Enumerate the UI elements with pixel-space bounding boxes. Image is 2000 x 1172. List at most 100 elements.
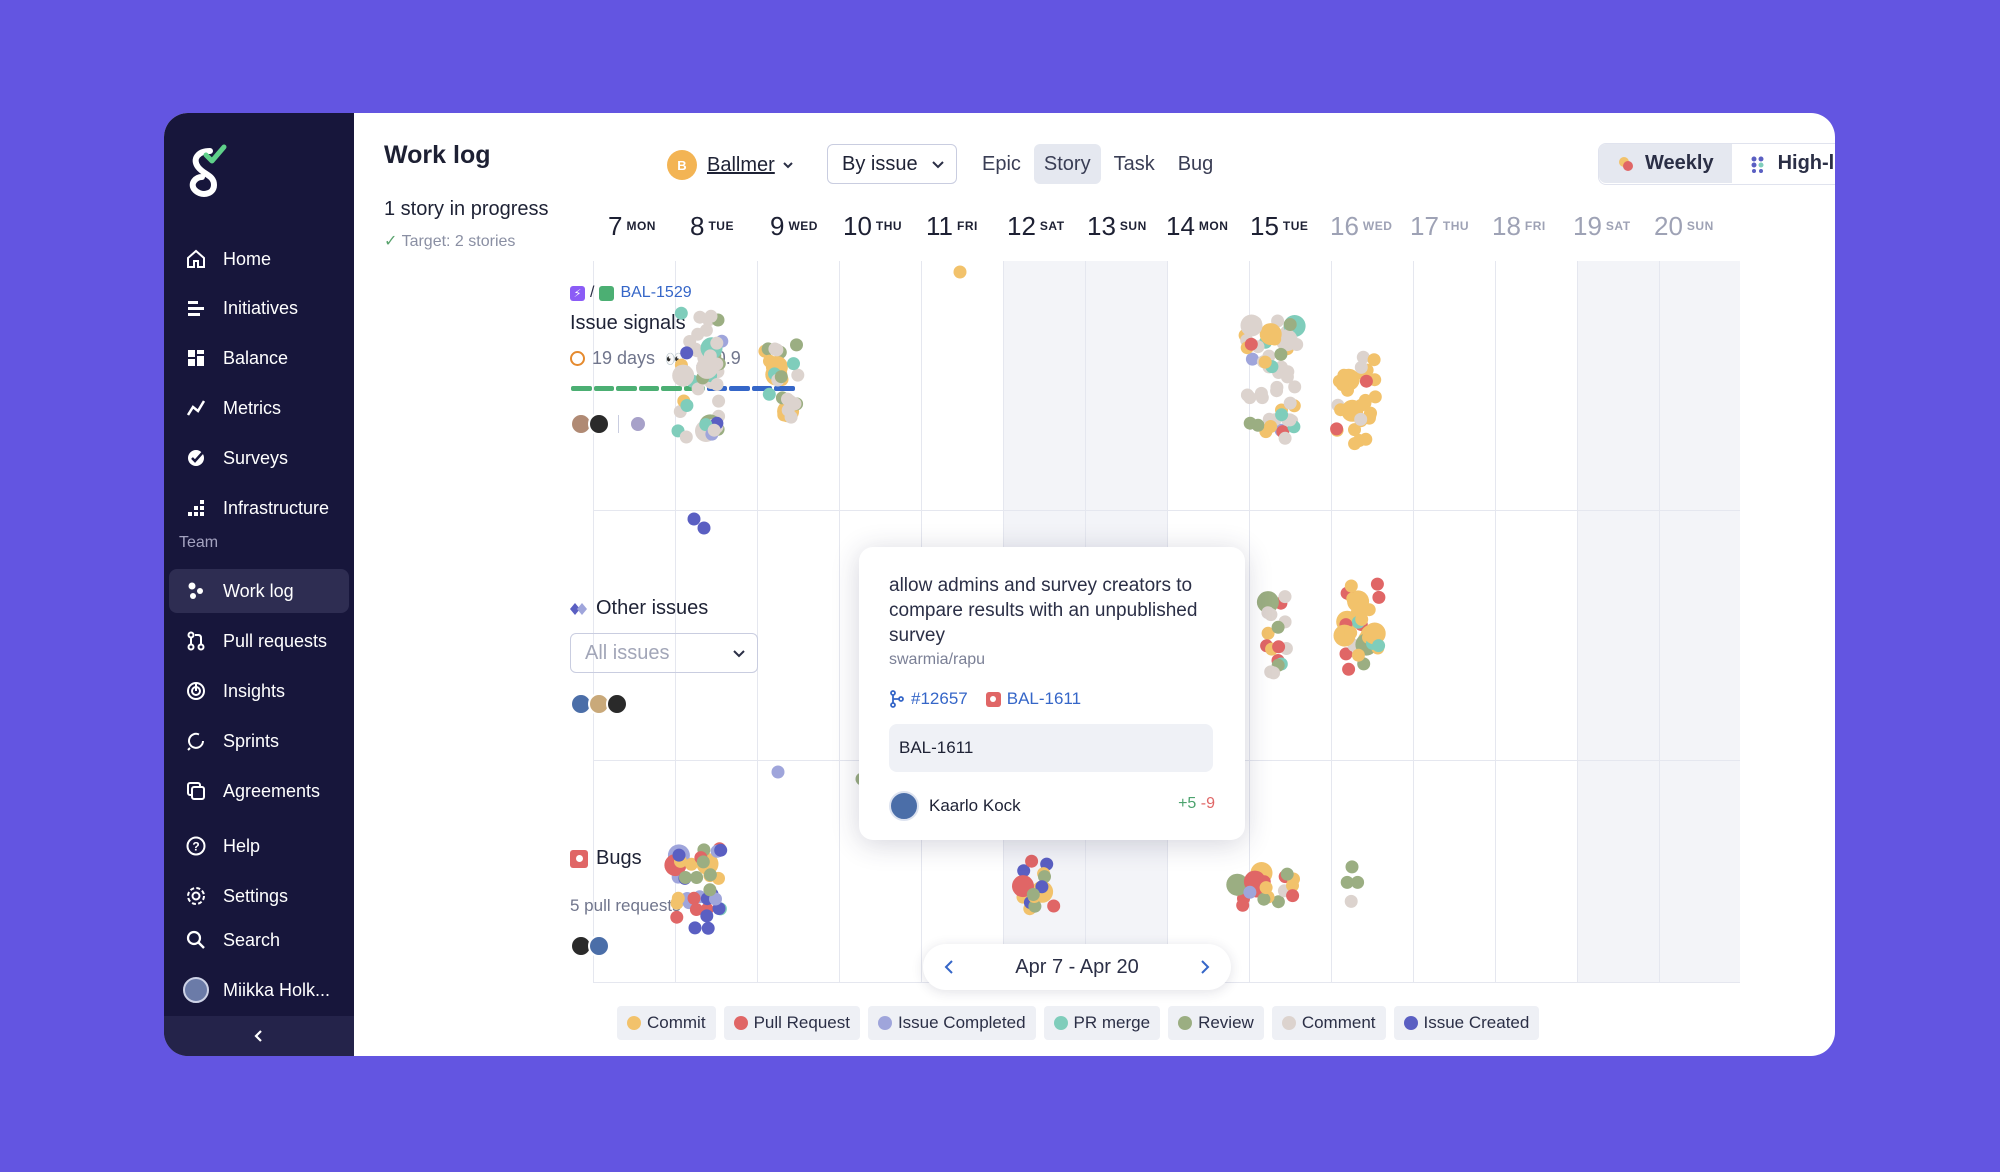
day-header: 17 THU bbox=[1410, 211, 1470, 241]
sidebar-item-search[interactable]: Search bbox=[169, 918, 349, 962]
story-icon bbox=[599, 285, 615, 301]
day-header: 14 MON bbox=[1166, 211, 1229, 241]
pop-links: #12657 BAL-1611 bbox=[889, 689, 1081, 709]
issue-link[interactable]: BAL-1611 bbox=[1006, 689, 1082, 708]
surveys-icon bbox=[183, 445, 209, 471]
swarmia-logo[interactable] bbox=[180, 143, 236, 203]
grouping-dropdown[interactable]: By issue bbox=[827, 144, 957, 184]
avatar bbox=[889, 791, 919, 821]
sidebar-item-label: Surveys bbox=[223, 447, 289, 468]
worklog-icon bbox=[183, 578, 209, 604]
sidebar-item-initiatives[interactable]: Initiatives bbox=[169, 286, 349, 330]
sidebar-item-infrastructure[interactable]: Infrastructure bbox=[169, 486, 349, 530]
chevron-right-icon[interactable] bbox=[1199, 958, 1211, 976]
high-level-icon bbox=[1750, 155, 1768, 173]
sidebar-item-help[interactable]: ? Help bbox=[169, 824, 349, 868]
sidebar-item-label: Infrastructure bbox=[223, 497, 330, 518]
sidebar-item-agreements[interactable]: Agreements bbox=[169, 769, 349, 813]
stories-in-progress: 1 story in progress bbox=[384, 198, 549, 220]
avatar[interactable] bbox=[606, 693, 628, 715]
pull-request-icon bbox=[183, 628, 209, 654]
target-text: ✓ Target: 2 stories bbox=[384, 233, 516, 250]
search-icon bbox=[183, 927, 209, 953]
sidebar-item-label: Balance bbox=[223, 347, 289, 368]
avatar[interactable] bbox=[588, 935, 610, 957]
insights-icon bbox=[183, 678, 209, 704]
day-header: 19 SAT bbox=[1573, 211, 1631, 241]
chevron-down-icon bbox=[783, 162, 793, 169]
sidebar-item-home[interactable]: Home bbox=[169, 237, 349, 281]
day-header: 16 WED bbox=[1330, 211, 1393, 241]
issue-key-box: BAL-1611 bbox=[889, 724, 1213, 772]
sidebar-item-balance[interactable]: Balance bbox=[169, 336, 349, 380]
lines-removed: -9 bbox=[1200, 795, 1215, 812]
other-contributors bbox=[570, 693, 628, 715]
initiatives-icon bbox=[183, 295, 209, 321]
sidebar: Home Initiatives Balance Metrics Surveys… bbox=[164, 113, 354, 1056]
tab-story[interactable]: Story bbox=[1033, 144, 1101, 184]
team-avatar: B bbox=[667, 150, 697, 180]
sidebar-item-label: Home bbox=[223, 248, 272, 269]
issues-filter-select[interactable]: All issues bbox=[570, 633, 758, 673]
legend-pull-request: Pull Request bbox=[723, 1006, 860, 1040]
chevron-down-icon bbox=[733, 650, 745, 658]
legend-review: Review bbox=[1168, 1006, 1264, 1040]
lines-added: +5 bbox=[1178, 795, 1197, 812]
balance-icon bbox=[183, 345, 209, 371]
avatar bbox=[183, 977, 209, 1003]
legend-comment: Comment bbox=[1271, 1006, 1386, 1040]
issue-title[interactable]: Issue signals bbox=[570, 312, 686, 334]
diff-stats: +5 -9 bbox=[1178, 795, 1215, 813]
sidebar-item-settings[interactable]: Settings bbox=[169, 874, 349, 918]
day-header: 15 TUE bbox=[1250, 211, 1309, 241]
sidebar-item-pull-requests[interactable]: Pull requests bbox=[169, 619, 349, 663]
repo-name: swarmia/rapu bbox=[889, 651, 986, 668]
bug-icon bbox=[985, 691, 1001, 707]
sprints-icon bbox=[183, 728, 209, 754]
team-selector[interactable]: B Ballmer bbox=[667, 150, 795, 180]
issue-key-link[interactable]: BAL-1529 bbox=[620, 284, 692, 301]
avatar[interactable] bbox=[629, 415, 647, 433]
epic-icon: ⚡ bbox=[570, 285, 585, 301]
tab-task[interactable]: Task bbox=[1113, 152, 1155, 175]
avatar[interactable] bbox=[588, 413, 610, 435]
sidebar-item-label: Help bbox=[223, 835, 261, 856]
day-header: 13 SUN bbox=[1087, 211, 1147, 241]
team-name: Ballmer bbox=[707, 153, 775, 176]
sidebar-item-label: Search bbox=[223, 929, 281, 950]
legend-commit: Commit bbox=[617, 1006, 716, 1040]
day-header: 8 TUE bbox=[690, 211, 734, 241]
sidebar-item-worklog[interactable]: Work log bbox=[169, 569, 349, 613]
sidebar-item-sprints[interactable]: Sprints bbox=[169, 719, 349, 763]
bugs-pull-request-count: 5 pull requests bbox=[570, 896, 681, 915]
pr-link[interactable]: #12657 bbox=[911, 689, 968, 708]
infrastructure-icon bbox=[183, 495, 209, 521]
sidebar-item-label: Metrics bbox=[223, 397, 281, 418]
sidebar-item-surveys[interactable]: Surveys bbox=[169, 436, 349, 480]
day-header: 10 THU bbox=[843, 211, 903, 241]
in-progress-icon bbox=[570, 351, 585, 366]
other-issues-label: Other issues bbox=[570, 597, 708, 620]
sidebar-item-insights[interactable]: Insights bbox=[169, 669, 349, 713]
check-icon: ✓ bbox=[384, 233, 398, 250]
story-progress-bar bbox=[571, 386, 795, 391]
sidebar-item-metrics[interactable]: Metrics bbox=[169, 386, 349, 430]
pr-title[interactable]: allow admins and survey creators to comp… bbox=[889, 575, 1198, 646]
legend-issue-completed: Issue Completed bbox=[867, 1006, 1036, 1040]
high-level-view-button[interactable]: High-level bbox=[1732, 144, 1835, 183]
chevron-left-icon[interactable] bbox=[943, 958, 955, 976]
collapse-sidebar-button[interactable] bbox=[164, 1016, 354, 1056]
issue-reference: ⚡ / BAL-1529 bbox=[570, 284, 692, 302]
day-header: 9 WED bbox=[770, 211, 818, 241]
bugs-contributors bbox=[570, 935, 610, 957]
person-icon bbox=[695, 351, 710, 366]
sidebar-section-team: Team bbox=[179, 534, 219, 551]
weekly-view-button[interactable]: Weekly bbox=[1599, 144, 1732, 183]
sidebar-user[interactable]: Miikka Holk... bbox=[169, 968, 349, 1012]
tab-epic[interactable]: Epic bbox=[982, 152, 1021, 175]
date-range: Apr 7 - Apr 20 bbox=[1015, 955, 1139, 978]
day-header: 12 SAT bbox=[1007, 211, 1065, 241]
legend: Commit Pull Request Issue Completed PR m… bbox=[617, 1006, 1540, 1040]
help-icon: ? bbox=[183, 833, 209, 859]
tab-bug[interactable]: Bug bbox=[1177, 152, 1214, 175]
